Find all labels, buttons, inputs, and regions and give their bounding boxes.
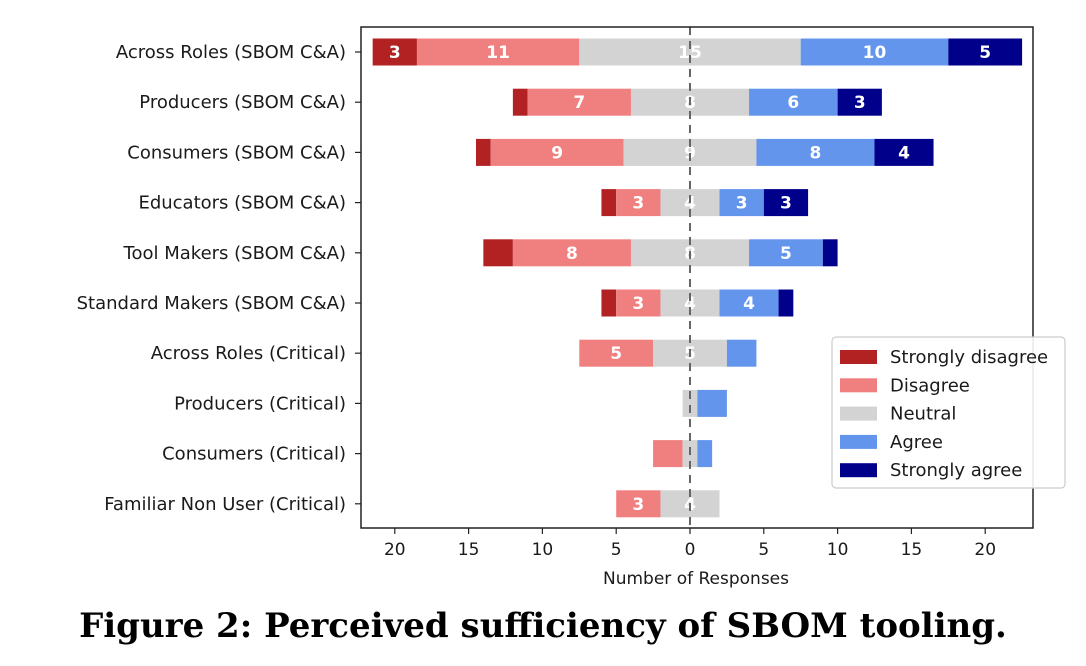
legend-swatch	[840, 378, 877, 393]
segment-value-label: 11	[486, 43, 510, 63]
segment-label-group: 311151057863998434338853445534	[389, 43, 991, 515]
bar-segment	[601, 289, 617, 317]
bar-segment	[512, 88, 528, 116]
bar-segment	[512, 239, 631, 267]
category-label: Producers (Critical)	[174, 393, 346, 414]
segment-value-label: 4	[898, 143, 910, 163]
legend: Strongly disagree Disagree Neutral Agree Str…	[831, 336, 1066, 489]
bar-segment	[490, 138, 624, 166]
category-label: Familiar Non User (Critical)	[104, 494, 346, 515]
category-label: Tool Makers (SBOM C&A)	[123, 243, 346, 264]
category-label: Across Roles (Critical)	[151, 343, 346, 364]
category-label: Producers (SBOM C&A)	[139, 92, 346, 113]
legend-swatch	[840, 406, 877, 421]
legend-swatch	[840, 434, 877, 449]
bar-segment	[749, 239, 823, 267]
category-label: Standard Makers (SBOM C&A)	[77, 293, 346, 314]
bar-segment	[416, 38, 580, 66]
x-tick-label: 20	[384, 540, 406, 560]
plot-frame	[360, 26, 1034, 529]
x-tick-label: 10	[532, 540, 554, 560]
bar-segment	[726, 339, 757, 367]
bar-segment	[837, 88, 882, 116]
segment-value-label: 15	[678, 43, 702, 63]
x-axis-title: Number of Responses	[603, 569, 789, 589]
x-tick-label: 15	[458, 540, 480, 560]
segment-value-label: 4	[684, 294, 696, 314]
segment-value-label: 3	[632, 495, 644, 515]
segment-value-label: 3	[632, 294, 644, 314]
bar-segment	[763, 189, 809, 217]
bar-segment	[874, 138, 934, 166]
bar-segment	[948, 38, 1023, 66]
bar-segment	[697, 389, 727, 417]
bar-segment	[601, 189, 617, 217]
legend-entry-label: Strongly agree	[890, 460, 1022, 481]
x-tick-label: 0	[685, 540, 696, 560]
bar-segment	[616, 189, 661, 217]
segment-value-label: 3	[632, 194, 644, 214]
category-label: Across Roles (SBOM C&A)	[116, 42, 346, 63]
bar-segment	[719, 189, 764, 217]
bar-segment	[778, 289, 794, 317]
legend-swatch	[840, 350, 877, 364]
x-tick-label: 5	[611, 540, 622, 560]
legend-entry-label: Strongly disagree	[890, 347, 1048, 368]
bar-segment	[475, 138, 491, 166]
legend-frame	[831, 336, 1066, 489]
bar-segment	[579, 339, 654, 367]
bar-group	[372, 38, 1023, 518]
bar-segment	[682, 389, 698, 417]
x-tick-label: 15	[901, 540, 923, 560]
category-label: Consumers (SBOM C&A)	[127, 142, 346, 163]
segment-value-label: 5	[610, 344, 622, 364]
bar-segment	[719, 289, 779, 317]
segment-value-label: 8	[566, 244, 578, 264]
bar-segment	[653, 440, 683, 468]
segment-value-label: 9	[551, 143, 563, 163]
x-tick-label: 5	[758, 540, 769, 560]
segment-value-label: 4	[684, 194, 696, 214]
segment-value-label: 3	[736, 194, 748, 214]
bar-segment	[822, 239, 838, 267]
bar-segment	[483, 239, 513, 267]
x-tick-group: 20 15 10 5 0 5 10 15 20	[384, 528, 996, 560]
x-tick-label: 20	[974, 540, 996, 560]
bar-segment	[756, 138, 875, 166]
bar-segment	[372, 38, 417, 66]
legend-swatch	[840, 463, 877, 478]
category-label-group: Across Roles (SBOM C&A) Producers (SBOM C…	[77, 42, 361, 515]
category-label: Consumers (Critical)	[162, 444, 346, 465]
figure-caption: Figure 2: Perceived sufficiency of SBOM …	[79, 606, 1007, 646]
legend-entry-label: Agree	[890, 432, 943, 453]
likert-chart: 311151057863998434338853445534 Across Ro…	[77, 26, 1066, 589]
bar-segment	[527, 88, 631, 116]
category-label: Educators (SBOM C&A)	[138, 193, 346, 214]
bar-segment	[749, 88, 838, 116]
segment-value-label: 6	[787, 93, 799, 113]
segment-value-label: 7	[573, 93, 585, 113]
segment-value-label: 3	[780, 194, 792, 214]
x-tick-label: 10	[827, 540, 849, 560]
bar-segment	[697, 440, 713, 468]
bar-segment	[616, 490, 661, 518]
segment-value-label: 5	[780, 244, 792, 264]
segment-value-label: 3	[854, 93, 866, 113]
legend-entry-label: Neutral	[890, 404, 956, 425]
segment-value-label: 4	[743, 294, 755, 314]
segment-value-label: 5	[979, 43, 991, 63]
segment-value-label: 8	[810, 143, 822, 163]
bar-segment	[616, 289, 661, 317]
legend-entry-label: Disagree	[890, 375, 970, 396]
segment-value-label: 10	[863, 43, 887, 63]
bar-segment	[800, 38, 949, 66]
segment-value-label: 3	[389, 43, 401, 63]
